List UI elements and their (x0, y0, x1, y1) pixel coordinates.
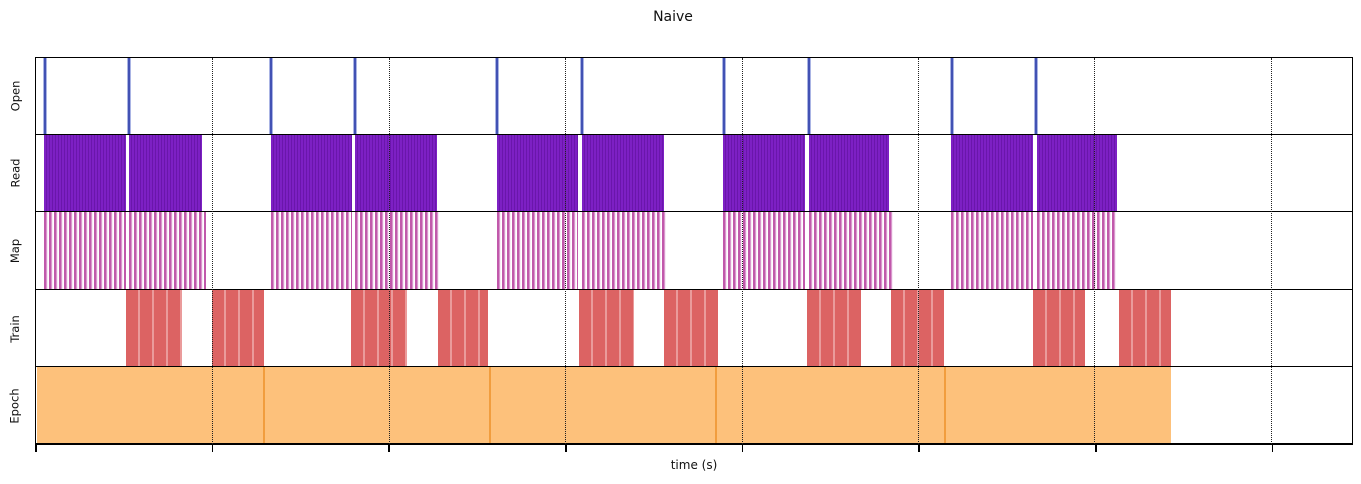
row-label-open: Open (8, 80, 22, 112)
read-bar (808, 135, 890, 212)
train-bar (126, 289, 182, 366)
map-bar (582, 212, 668, 289)
map-bar (496, 212, 579, 289)
gridline (1270, 58, 1272, 444)
train-bar (578, 289, 634, 366)
row-label-map: Map (8, 238, 22, 264)
map-bar (722, 212, 805, 289)
row-read (36, 135, 1352, 213)
x-tick (565, 445, 567, 452)
row-label-read: Read (8, 158, 22, 188)
train-bar (350, 289, 408, 366)
gridline (565, 58, 567, 444)
epoch-bar (36, 366, 264, 443)
row-open (36, 58, 1352, 136)
train-bar (663, 289, 718, 366)
epoch-separator (262, 366, 265, 443)
x-tick (35, 445, 37, 452)
train-bar (438, 289, 488, 366)
x-tick (388, 445, 390, 452)
row-train (36, 289, 1352, 367)
epoch-bar (490, 366, 716, 443)
map-bar (950, 212, 1033, 289)
open-spike (126, 58, 131, 135)
gridline (741, 58, 743, 444)
train-bar (212, 289, 264, 366)
epoch-separator (714, 366, 717, 443)
epoch-bar (944, 366, 1172, 443)
read-bar (496, 135, 579, 212)
map-bar (129, 212, 207, 289)
read-bar (355, 135, 437, 212)
open-spike (806, 58, 811, 135)
row-label-train: Train (8, 314, 22, 343)
row-label-epoch: Epoch (8, 388, 22, 424)
open-spike (1033, 58, 1038, 135)
map-bar (355, 212, 441, 289)
epoch-bar (715, 366, 945, 443)
read-bar (950, 135, 1033, 212)
row-epoch (36, 366, 1352, 444)
train-bar (1119, 289, 1172, 366)
row-map (36, 212, 1352, 290)
x-tick (918, 445, 920, 452)
train-bar (806, 289, 861, 366)
read-bar (43, 135, 127, 212)
read-bar (582, 135, 664, 212)
open-spike (580, 58, 585, 135)
open-spike (721, 58, 726, 135)
train-bar (891, 289, 945, 366)
epoch-separator (489, 366, 492, 443)
epoch-separator (943, 366, 946, 443)
map-bar (1036, 212, 1118, 289)
chart-title: Naive (653, 9, 693, 25)
open-spike (495, 58, 500, 135)
open-spike (352, 58, 357, 135)
train-bar (1032, 289, 1086, 366)
x-tick (211, 445, 214, 452)
map-bar (43, 212, 127, 289)
gridline (388, 58, 390, 444)
x-axis-label: time (s) (670, 458, 718, 472)
read-bar (270, 135, 353, 212)
open-spike (269, 58, 274, 135)
gridline (1094, 58, 1096, 444)
gridline (917, 58, 919, 444)
map-bar (270, 212, 353, 289)
x-tick (1095, 445, 1097, 452)
gridline (212, 58, 214, 444)
open-spike (43, 58, 48, 135)
read-bar (722, 135, 805, 212)
read-bar (129, 135, 203, 212)
open-spike (950, 58, 955, 135)
x-tick (1271, 445, 1274, 452)
map-bar (808, 212, 893, 289)
epoch-bar (263, 366, 491, 443)
read-bar (1036, 135, 1118, 212)
x-tick (741, 445, 744, 452)
plot-area (35, 57, 1353, 445)
